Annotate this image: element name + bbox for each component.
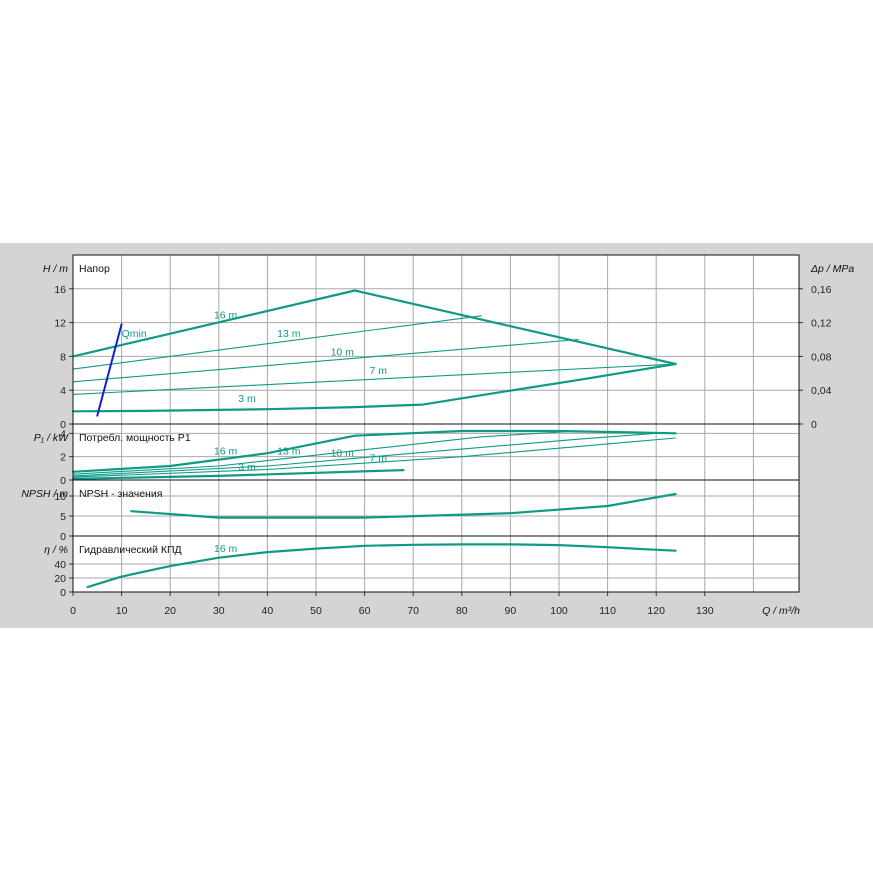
series-line-power-4 xyxy=(71,469,405,480)
series-label-power-1: 13 m xyxy=(277,445,301,457)
ytick-label-head: 16 xyxy=(54,284,66,296)
ytick-label-npsh: 0 xyxy=(60,531,66,543)
ytick-label-power: 2 xyxy=(60,452,66,464)
series-line-power-2 xyxy=(72,432,657,477)
ytick-label-power: 0 xyxy=(60,475,66,487)
series-line-head-0 xyxy=(71,289,677,366)
plot-area-head xyxy=(73,255,799,424)
xtick-label: 10 xyxy=(116,605,128,617)
ytick-label-npsh: 10 xyxy=(54,491,66,503)
series-line-head-1 xyxy=(72,315,482,370)
ytick-label-eff: 40 xyxy=(54,559,66,571)
ytick-label-head: 0 xyxy=(60,419,66,431)
y-axis-label-power: P₁ / kW xyxy=(34,432,69,444)
rtick-label-head: 0,04 xyxy=(811,385,832,397)
xtick-label: 20 xyxy=(164,605,176,617)
panel-title-npsh: NPSH - значения xyxy=(79,488,162,500)
y-axis-label-npsh: NPSH / m xyxy=(21,488,68,500)
panel-title-power: Потребл. мощность P1 xyxy=(79,432,191,444)
panel-title-head: Напор xyxy=(79,263,110,275)
series-label-power-4: 3 m xyxy=(238,462,256,474)
xtick-label: 120 xyxy=(647,605,665,617)
xtick-label: 80 xyxy=(456,605,468,617)
series-line-power-0 xyxy=(71,429,677,473)
ytick-label-head: 12 xyxy=(54,318,66,330)
rtick-label-head: 0,08 xyxy=(811,351,832,363)
xtick-label: 0 xyxy=(70,605,76,617)
series-line-power-1 xyxy=(72,430,579,475)
series-line-head-3 xyxy=(72,363,677,395)
xtick-label: 40 xyxy=(262,605,274,617)
xtick-label: 70 xyxy=(407,605,419,617)
xtick-label: 130 xyxy=(696,605,714,617)
xtick-label: 30 xyxy=(213,605,225,617)
series-label-power-2: 10 m xyxy=(331,448,355,460)
series-line-head-2 xyxy=(72,338,579,383)
panel-title-eff: Гидравлический КПД xyxy=(79,544,182,556)
right-axis-label: Δp / MPa xyxy=(810,263,854,275)
plot-border-eff xyxy=(72,535,800,593)
series-line-head-4 xyxy=(71,362,677,413)
xtick-label: 60 xyxy=(359,605,371,617)
series-line-npsh-0 xyxy=(130,492,677,519)
xtick-label: 110 xyxy=(599,605,616,617)
ytick-label-npsh: 5 xyxy=(60,511,66,523)
rtick-label-head: 0,12 xyxy=(811,318,832,330)
series-label-head-5: Qmin xyxy=(122,328,147,340)
series-label-head-2: 10 m xyxy=(331,347,355,359)
series-line-head-5 xyxy=(96,323,123,417)
ytick-label-head: 8 xyxy=(60,351,66,363)
series-label-head-1: 13 m xyxy=(277,328,301,340)
series-line-power-3 xyxy=(72,437,677,478)
xtick-label: 100 xyxy=(550,605,568,617)
series-label-head-0: 16 m xyxy=(214,309,238,321)
series-label-head-4: 3 m xyxy=(238,393,256,405)
ytick-label-head: 4 xyxy=(60,385,66,397)
series-label-power-0: 16 m xyxy=(214,445,238,457)
ytick-label-power: 4 xyxy=(60,428,66,440)
series-line-eff-0 xyxy=(86,543,677,589)
ytick-label-eff: 20 xyxy=(54,573,66,585)
x-axis-label: Q / m³/h xyxy=(762,605,800,617)
xtick-label: 90 xyxy=(505,605,517,617)
y-axis-label-head: H / m xyxy=(43,263,68,275)
rtick-label-head: 0 xyxy=(811,419,817,431)
y-axis-label-eff: η / % xyxy=(44,544,68,556)
xtick-label: 50 xyxy=(310,605,322,617)
series-label-head-3: 7 m xyxy=(369,365,387,377)
series-label-eff-0: 16 m xyxy=(214,543,238,555)
rtick-label-head: 0,16 xyxy=(811,284,832,296)
plot-area-npsh xyxy=(73,480,799,536)
ytick-label-eff: 0 xyxy=(60,587,66,599)
series-label-power-3: 7 m xyxy=(369,452,387,464)
